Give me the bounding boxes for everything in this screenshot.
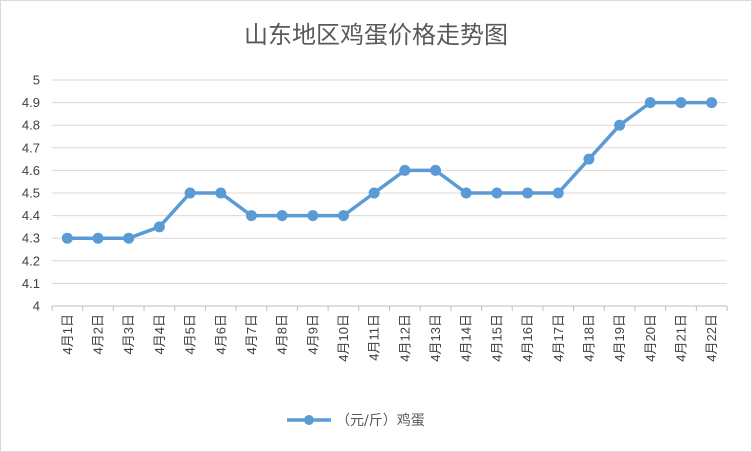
series-layer xyxy=(61,97,718,244)
y-tick-label: 4.1 xyxy=(22,276,40,291)
legend-series-label: （元/斤）鸡蛋 xyxy=(336,412,425,429)
series-line xyxy=(65,100,714,240)
y-tick-label: 4.6 xyxy=(22,163,40,178)
x-tick-label: 4月11日 xyxy=(367,314,382,361)
data-point xyxy=(522,187,534,199)
data-point xyxy=(552,187,564,199)
x-tick-label: 4月13日 xyxy=(428,314,443,362)
gridlines xyxy=(52,79,727,284)
data-point xyxy=(337,210,349,222)
x-tick-label: 4月12日 xyxy=(397,314,412,362)
data-point xyxy=(61,232,73,244)
x-tick-label: 4月18日 xyxy=(581,314,596,362)
y-tick-label: 4.8 xyxy=(22,118,40,133)
y-tick-label: 4.4 xyxy=(22,208,40,223)
x-tick-label: 4月3日 xyxy=(121,314,136,354)
data-point xyxy=(675,97,687,109)
x-tick-label: 4月2日 xyxy=(91,314,106,354)
data-point xyxy=(123,232,135,244)
data-point xyxy=(644,97,656,109)
x-tick-label: 4月6日 xyxy=(213,314,228,354)
chart-title: 山东地区鸡蛋价格走势图 xyxy=(244,21,508,49)
y-tick-label: 4 xyxy=(33,299,40,314)
data-point xyxy=(153,221,165,233)
x-tick-label: 4月20日 xyxy=(643,314,658,362)
x-tick-label: 4月19日 xyxy=(612,314,627,362)
data-point xyxy=(614,119,626,131)
x-tick-label: 4月21日 xyxy=(673,314,688,362)
y-tick-label: 4.3 xyxy=(22,231,40,246)
data-point xyxy=(92,232,104,244)
data-point xyxy=(706,97,718,109)
data-point xyxy=(430,164,442,176)
data-point xyxy=(215,187,227,199)
legend-marker-swatch xyxy=(304,415,314,425)
x-tick-label: 4月16日 xyxy=(520,314,535,362)
x-tick-label: 4月9日 xyxy=(305,314,320,354)
data-point xyxy=(460,187,472,199)
data-point xyxy=(491,187,503,199)
y-tick-label: 4.9 xyxy=(22,95,40,110)
data-point xyxy=(368,187,380,199)
x-tick-label: 4月1日 xyxy=(60,314,75,354)
data-point xyxy=(245,210,257,222)
y-tick-label: 4.2 xyxy=(22,253,40,268)
x-tick-label: 4月22日 xyxy=(704,314,719,362)
data-point xyxy=(307,210,319,222)
y-tick-label: 4.5 xyxy=(22,186,40,201)
x-tick-label: 4月17日 xyxy=(551,314,566,362)
x-tick-label: 4月7日 xyxy=(244,314,259,354)
data-point xyxy=(276,210,288,222)
legend: （元/斤）鸡蛋 xyxy=(287,412,425,429)
data-point xyxy=(184,187,196,199)
data-point xyxy=(583,153,595,165)
x-tick-label: 4月15日 xyxy=(489,314,504,362)
y-tick-label: 4.7 xyxy=(22,140,40,155)
y-tick-label: 5 xyxy=(33,73,40,88)
y-axis-tick-labels: 4 4.1 4.2 4.3 4.4 4.5 4.6 4.7 4.8 4.9 5 xyxy=(22,73,40,314)
x-axis-tick-labels: 4月1日 4月2日 4月3日 4月4日 4月5日 4月6日 4月7日 4月8日 4月9日 4月10… xyxy=(60,314,719,362)
data-point xyxy=(399,164,411,176)
x-axis xyxy=(51,305,728,311)
x-tick-label: 4月10日 xyxy=(336,314,351,362)
x-tick-label: 4月5日 xyxy=(183,314,198,354)
x-tick-label: 4月8日 xyxy=(275,314,290,354)
x-tick-label: 4月14日 xyxy=(459,314,474,362)
x-tick-label: 4月4日 xyxy=(152,314,167,354)
